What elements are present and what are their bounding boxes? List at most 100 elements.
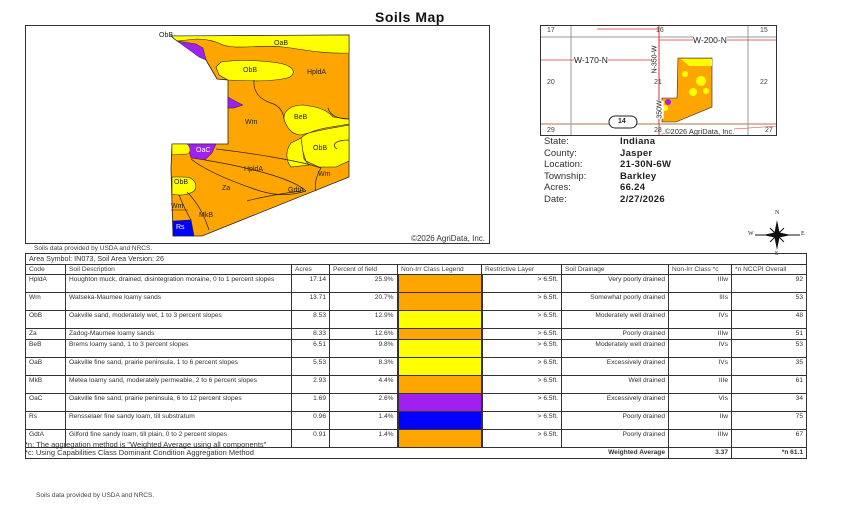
cell-percent: 9.8% bbox=[329, 338, 398, 358]
map-label[interactable]: Za bbox=[222, 185, 231, 192]
footnote-c: *c: Using Capabilities Class Dominant Co… bbox=[25, 448, 254, 457]
map-label[interactable]: MkB bbox=[199, 212, 213, 219]
map-label[interactable]: ObB bbox=[174, 179, 189, 186]
map-label[interactable]: GdtA bbox=[288, 187, 304, 194]
info-value: 21-30N-6W bbox=[620, 159, 672, 170]
table-row[interactable]: Za Zadog-Maumee loamy sands 8.33 12.6% >… bbox=[25, 328, 808, 340]
info-value: 2/27/2026 bbox=[620, 193, 665, 205]
table-row[interactable]: OaB Oakville fine sand, prairie peninsul… bbox=[25, 356, 808, 376]
table-row[interactable]: Rs Rensselaer fine sandy loam, till subs… bbox=[25, 410, 808, 430]
cell-class: IVs bbox=[668, 310, 732, 329]
table-header-row: Code Soil Description Acres Percent of f… bbox=[25, 263, 808, 275]
cell-description: Oakville fine sand, prairie peninsula, 6… bbox=[65, 392, 292, 412]
cell-nccpi: 53 bbox=[730, 338, 808, 358]
cell-acres: 2.93 bbox=[291, 374, 330, 394]
cell-drainage: Excessively drained bbox=[561, 356, 669, 376]
map-label[interactable]: HpldA bbox=[307, 69, 327, 76]
cell-drainage: Poorly drained bbox=[561, 428, 669, 448]
map-label[interactable]: ObB bbox=[159, 32, 174, 39]
location-map[interactable]: 17 16 15 20 21 22 29 28 27 W-200-N W-170… bbox=[540, 25, 777, 136]
section-label: 21 bbox=[654, 79, 662, 86]
cell-restrictive: > 6.5ft. bbox=[481, 374, 562, 394]
cell-code: Rs bbox=[25, 410, 66, 430]
cell-class: IVs bbox=[668, 338, 732, 358]
section-label: 17 bbox=[547, 27, 555, 34]
table-row[interactable]: ObB Oakville sand, moderately wet, 1 to … bbox=[25, 310, 808, 329]
map-label[interactable]: Wm bbox=[245, 119, 258, 126]
cell-class: IIIw bbox=[668, 428, 732, 448]
weighted-average-nccpi: *n 61.1 bbox=[730, 446, 808, 459]
header-code: Code bbox=[25, 263, 66, 275]
cell-code: Wm bbox=[25, 292, 66, 311]
header-class: Non-Irr Class *c bbox=[668, 263, 732, 275]
cell-restrictive: > 6.5ft. bbox=[481, 292, 562, 311]
section-label: 15 bbox=[760, 27, 768, 34]
weighted-average-row: Weighted Average 3.37 *n 61.1 bbox=[25, 446, 808, 459]
map-label[interactable]: HpldA bbox=[244, 166, 264, 173]
soils-map[interactable]: ObB OaB ObB HpldA BeB Wm ObB OaC HpldA W… bbox=[25, 25, 490, 244]
footnotes: *n: The aggregation method is "Weighted … bbox=[25, 441, 266, 457]
cell-restrictive: > 6.5ft. bbox=[481, 392, 562, 412]
cell-nccpi: 48 bbox=[730, 310, 808, 329]
cell-code: MkB bbox=[25, 374, 66, 394]
info-label: Township: bbox=[544, 170, 587, 182]
cell-acres: 0.91 bbox=[291, 428, 330, 448]
cell-acres: 0.96 bbox=[291, 410, 330, 430]
info-label: Location: bbox=[544, 159, 583, 170]
cell-description: Zadog-Maumee loamy sands bbox=[65, 328, 292, 340]
header-drainage: Soil Drainage bbox=[561, 263, 669, 275]
map-label[interactable]: OaC bbox=[196, 147, 211, 154]
cell-description: Brems loamy sand, 1 to 3 percent slopes bbox=[65, 338, 292, 358]
table-row[interactable]: OaC Oakville fine sand, prairie peninsul… bbox=[25, 392, 808, 412]
cell-class: IIIs bbox=[668, 292, 732, 311]
table-row[interactable]: MkB Metea loamy sand, moderately permeab… bbox=[25, 374, 808, 394]
cell-nccpi: 51 bbox=[730, 328, 808, 340]
cell-acres: 8.33 bbox=[291, 328, 330, 340]
cell-acres: 5.53 bbox=[291, 356, 330, 376]
cell-percent: 8.3% bbox=[329, 356, 398, 376]
map-label[interactable]: ObB bbox=[243, 67, 258, 74]
map-label[interactable]: BeB bbox=[294, 114, 308, 121]
cell-drainage: Well drained bbox=[561, 374, 669, 394]
cell-description: Rensselaer fine sandy loam, till substra… bbox=[65, 410, 292, 430]
cell-code: OaC bbox=[25, 392, 66, 412]
info-row-county: County: Jasper bbox=[544, 148, 671, 160]
map-label[interactable]: OaB bbox=[274, 40, 289, 47]
map-label[interactable]: Wm bbox=[318, 171, 331, 178]
map-label[interactable]: Wm bbox=[171, 203, 184, 210]
cell-percent: 1.4% bbox=[329, 428, 398, 448]
legend-swatch bbox=[396, 428, 483, 448]
footnote-n: *n: The aggregation method is "Weighted … bbox=[25, 440, 267, 449]
cell-nccpi: 34 bbox=[730, 392, 808, 412]
location-map-copyright: ©2026 AgriData, Inc. bbox=[665, 127, 735, 136]
cell-acres: 1.69 bbox=[291, 392, 330, 412]
cell-restrictive: > 6.5ft. bbox=[481, 338, 562, 358]
field-info: State: Indiana County: Jasper Location: 21-… bbox=[544, 136, 671, 205]
cell-description: Oakville fine sand, prairie peninsula, 1… bbox=[65, 356, 292, 376]
header-legend: Non-Irr Class Legend bbox=[397, 263, 482, 275]
cell-drainage: Excessively drained bbox=[561, 392, 669, 412]
cell-restrictive: > 6.5ft. bbox=[481, 274, 562, 293]
info-row-state: State: Indiana bbox=[544, 136, 671, 148]
cell-nccpi: 92 bbox=[730, 274, 808, 293]
section-label: 28 bbox=[654, 127, 662, 134]
cell-description: Houghton muck, drained, disintegration m… bbox=[65, 274, 292, 293]
header-acres: Acres bbox=[291, 263, 330, 275]
cell-nccpi: 53 bbox=[730, 292, 808, 311]
info-value: 66.24 bbox=[620, 182, 646, 193]
table-row[interactable]: Wm Watseka-Maumee loamy sands 13.71 20.7… bbox=[25, 292, 808, 311]
info-label: Date: bbox=[544, 193, 567, 205]
cell-restrictive: > 6.5ft. bbox=[481, 428, 562, 448]
section-label: 27 bbox=[765, 127, 773, 134]
table-row[interactable]: BeB Brems loamy sand, 1 to 3 percent slo… bbox=[25, 338, 808, 358]
legend-swatch bbox=[396, 310, 483, 329]
map-label[interactable]: ObB bbox=[313, 145, 328, 152]
cell-description: Watseka-Maumee loamy sands bbox=[65, 292, 292, 311]
cell-restrictive: > 6.5ft. bbox=[481, 410, 562, 430]
cell-restrictive: > 6.5ft. bbox=[481, 328, 562, 340]
legend-swatch bbox=[396, 328, 483, 340]
info-row-township: Township: Barkley bbox=[544, 171, 671, 183]
table-row[interactable]: HpldA Houghton muck, drained, disintegra… bbox=[25, 274, 808, 293]
map-label[interactable]: Rs bbox=[176, 224, 185, 231]
cell-class: IIIe bbox=[668, 374, 732, 394]
